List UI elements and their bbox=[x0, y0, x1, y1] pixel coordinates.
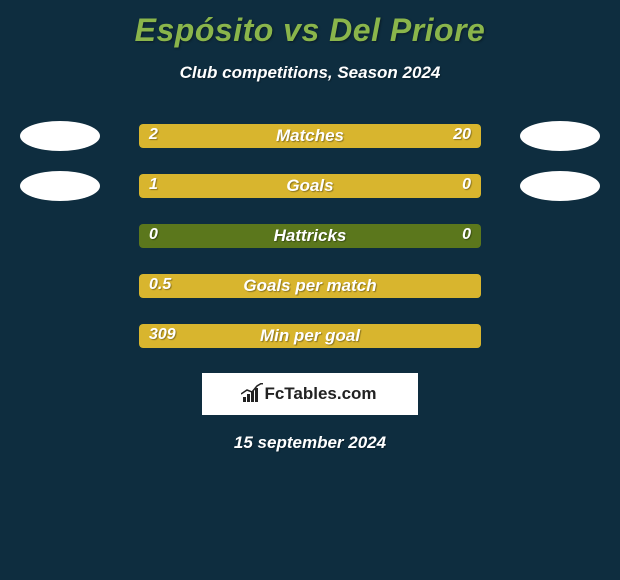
logo-box: FcTables.com bbox=[202, 373, 418, 415]
stat-bar: Min per goal309 bbox=[139, 324, 481, 348]
stat-value-left: 1 bbox=[149, 176, 158, 194]
stat-value-left: 2 bbox=[149, 126, 158, 144]
stat-row: Hattricks0 0 bbox=[0, 223, 620, 249]
stat-rows: Matches220Goals10Hattricks00Goals per ma… bbox=[0, 123, 620, 349]
stat-label: Min per goal bbox=[139, 326, 481, 346]
stat-value-right: 0 bbox=[462, 176, 471, 194]
avatar-left bbox=[20, 171, 100, 201]
stat-label: Hattricks bbox=[139, 226, 481, 246]
stat-value-left: 0 bbox=[149, 226, 158, 244]
date-text: 15 september 2024 bbox=[0, 433, 620, 453]
page-title: Espósito vs Del Priore bbox=[0, 0, 620, 49]
logo-text-suffix: .com bbox=[337, 384, 377, 403]
stat-bar: Hattricks0 0 bbox=[139, 224, 481, 248]
stat-value-right: 20 bbox=[453, 126, 471, 144]
stat-value-left: 0.5 bbox=[149, 276, 171, 294]
stat-bar: Matches2 20 bbox=[139, 124, 481, 148]
stat-row: Goals per match0.5 bbox=[0, 273, 620, 299]
stat-row: Min per goal309 bbox=[0, 323, 620, 349]
subtitle: Club competitions, Season 2024 bbox=[0, 63, 620, 83]
stat-label: Goals bbox=[139, 176, 481, 196]
comparison-card: Espósito vs Del Priore Club competitions… bbox=[0, 0, 620, 580]
stat-bar: Goals per match0.5 bbox=[139, 274, 481, 298]
stat-bar: Goals1 0 bbox=[139, 174, 481, 198]
avatar-left bbox=[20, 121, 100, 151]
stat-row: Goals1 0 bbox=[0, 173, 620, 199]
stat-value-right: 0 bbox=[462, 226, 471, 244]
logo-text-main: FcTables bbox=[264, 384, 336, 403]
stat-label: Goals per match bbox=[139, 276, 481, 296]
stat-value-left: 309 bbox=[149, 326, 176, 344]
logo-text: FcTables.com bbox=[264, 384, 376, 404]
stat-row: Matches2 20 bbox=[0, 123, 620, 149]
avatar-right bbox=[520, 121, 600, 151]
avatar-right bbox=[520, 171, 600, 201]
chart-icon bbox=[243, 386, 258, 402]
stat-label: Matches bbox=[139, 126, 481, 146]
